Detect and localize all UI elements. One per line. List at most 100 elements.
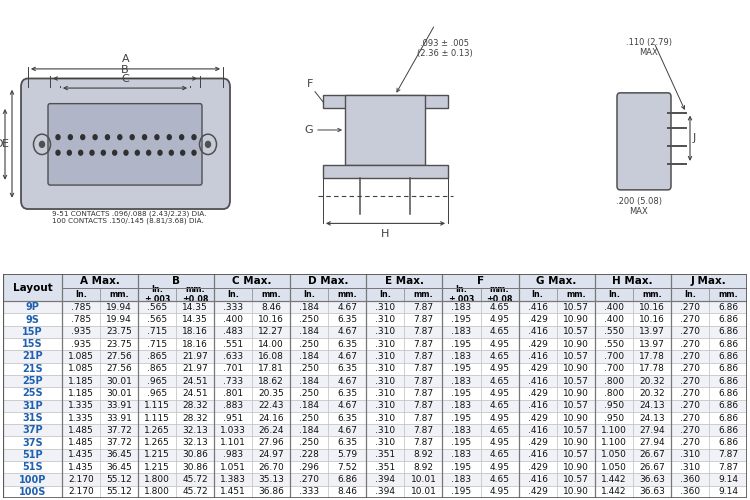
Text: 7.87: 7.87: [718, 462, 738, 471]
Bar: [481, 350, 518, 362]
Bar: [214, 274, 290, 287]
Text: 7.87: 7.87: [413, 414, 434, 422]
Bar: [323, 96, 448, 108]
Text: B: B: [122, 65, 129, 75]
Bar: [556, 449, 595, 461]
Bar: [252, 375, 290, 387]
Text: 24.16: 24.16: [258, 414, 284, 422]
Bar: [62, 461, 100, 473]
Bar: [442, 412, 481, 424]
Bar: [328, 400, 366, 412]
Text: .184: .184: [299, 302, 320, 312]
Text: 1.485: 1.485: [68, 426, 94, 435]
Bar: [404, 449, 442, 461]
Bar: [252, 486, 290, 498]
Bar: [404, 301, 442, 314]
Text: .250: .250: [299, 438, 320, 447]
Bar: [670, 375, 709, 387]
Text: 18.16: 18.16: [182, 328, 208, 336]
Text: .183: .183: [452, 328, 472, 336]
Text: 30.01: 30.01: [106, 389, 132, 398]
Text: 8.46: 8.46: [261, 302, 281, 312]
Bar: [709, 350, 747, 362]
Bar: [3, 436, 62, 449]
Text: .270: .270: [299, 475, 320, 484]
Text: .195: .195: [452, 340, 472, 348]
Bar: [366, 350, 404, 362]
Text: 100S: 100S: [19, 487, 46, 497]
Bar: [709, 436, 747, 449]
Text: 55.12: 55.12: [106, 475, 132, 484]
Bar: [595, 338, 633, 350]
Bar: [290, 301, 328, 314]
Text: 32.13: 32.13: [182, 438, 208, 447]
Text: .270: .270: [680, 401, 700, 410]
Text: 7.87: 7.87: [413, 352, 434, 361]
Text: .633: .633: [223, 352, 243, 361]
Bar: [595, 375, 633, 387]
Text: .183: .183: [452, 401, 472, 410]
Bar: [442, 314, 481, 326]
Bar: [595, 350, 633, 362]
Bar: [214, 436, 252, 449]
Text: .785: .785: [70, 302, 91, 312]
Text: 7.87: 7.87: [413, 302, 434, 312]
Text: mm.: mm.: [109, 290, 129, 299]
Bar: [328, 326, 366, 338]
Bar: [709, 375, 747, 387]
Text: .270: .270: [680, 426, 700, 435]
Text: D: D: [0, 140, 3, 149]
Text: 1.435: 1.435: [68, 450, 94, 460]
Text: .270: .270: [680, 328, 700, 336]
Bar: [404, 350, 442, 362]
Bar: [709, 314, 747, 326]
Text: .715: .715: [147, 328, 167, 336]
Text: 45.72: 45.72: [182, 488, 208, 496]
Bar: [3, 449, 62, 461]
Text: .195: .195: [452, 462, 472, 471]
Text: 10.16: 10.16: [639, 302, 664, 312]
Text: .333: .333: [223, 302, 243, 312]
Text: G: G: [304, 125, 313, 135]
Bar: [366, 274, 442, 287]
Text: 1.051: 1.051: [220, 462, 246, 471]
Text: 18.16: 18.16: [182, 340, 208, 348]
Text: .416: .416: [528, 426, 548, 435]
Circle shape: [106, 135, 109, 140]
Bar: [290, 486, 328, 498]
Text: 26.67: 26.67: [639, 450, 664, 460]
Bar: [214, 314, 252, 326]
Text: C: C: [122, 74, 129, 85]
Bar: [442, 486, 481, 498]
Text: 26.24: 26.24: [259, 426, 284, 435]
Bar: [252, 387, 290, 400]
Bar: [404, 362, 442, 375]
Text: 7.87: 7.87: [413, 328, 434, 336]
Bar: [100, 375, 138, 387]
Bar: [366, 326, 404, 338]
Circle shape: [56, 150, 60, 155]
Bar: [138, 375, 176, 387]
Text: .865: .865: [147, 352, 167, 361]
Bar: [709, 387, 747, 400]
Text: G Max.: G Max.: [536, 276, 577, 286]
Text: .935: .935: [70, 328, 91, 336]
Bar: [176, 375, 214, 387]
Text: 4.65: 4.65: [490, 475, 509, 484]
Bar: [62, 338, 100, 350]
Bar: [176, 486, 214, 498]
Text: 6.86: 6.86: [338, 475, 357, 484]
Bar: [633, 375, 670, 387]
Circle shape: [135, 150, 140, 155]
Text: .400: .400: [604, 315, 624, 324]
Text: mm.
±0.08: mm. ±0.08: [182, 284, 209, 304]
Text: 10.16: 10.16: [639, 315, 664, 324]
Bar: [214, 301, 252, 314]
Bar: [481, 288, 518, 301]
Text: 1.215: 1.215: [144, 450, 170, 460]
Text: In.
±.003: In. ±.003: [144, 284, 170, 304]
Bar: [366, 449, 404, 461]
Bar: [481, 486, 518, 498]
Bar: [252, 424, 290, 436]
Text: .429: .429: [528, 438, 548, 447]
